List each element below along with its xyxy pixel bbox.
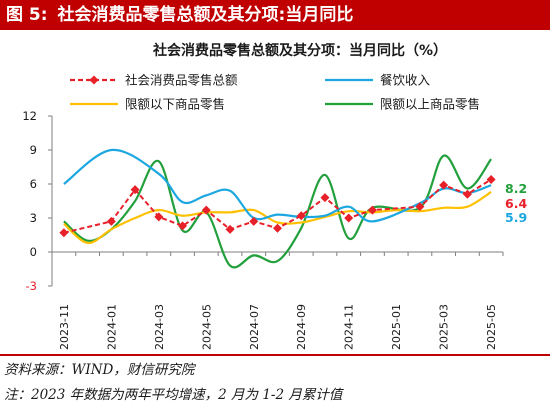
y-tick-label: 12 bbox=[22, 109, 37, 123]
end-value-label: 5.9 bbox=[505, 210, 527, 225]
data-point bbox=[344, 213, 354, 223]
data-point bbox=[59, 228, 69, 238]
data-point bbox=[249, 216, 259, 226]
data-point bbox=[178, 221, 188, 231]
y-tick-label: -3 bbox=[26, 279, 37, 293]
legend-marker bbox=[89, 75, 99, 85]
figure-title-bar: 图 5: 社会消费品零售总额及其分项:当月同比 bbox=[0, 0, 550, 30]
x-tick-label: 2024-01 bbox=[105, 304, 118, 350]
x-tick-label: 2024-09 bbox=[295, 304, 308, 350]
x-tick-label: 2024-05 bbox=[200, 304, 213, 350]
chart-panel: 社会消费品零售总额及其分项：当月同比（%） 社会消费品零售总额 餐饮收入限额以下商… bbox=[0, 30, 550, 356]
legend-label: 社会消费品零售总额 bbox=[125, 73, 238, 88]
y-tick-label: 9 bbox=[30, 143, 37, 157]
data-point bbox=[320, 193, 330, 203]
data-point bbox=[439, 180, 449, 190]
data-point bbox=[273, 223, 282, 233]
data-point bbox=[367, 205, 377, 215]
figure-label: 图 5: bbox=[6, 5, 48, 25]
end-value-label: 8.2 bbox=[505, 181, 527, 196]
series-line bbox=[63, 148, 492, 223]
figure-title: 社会消费品零售总额及其分项:当月同比 bbox=[57, 5, 354, 25]
data-point bbox=[201, 205, 211, 215]
data-point bbox=[462, 189, 472, 199]
x-tick-label: 2024-07 bbox=[248, 304, 261, 350]
data-point bbox=[296, 211, 306, 221]
footnote: 注：2023 年数据为两年平均增速，2 月为 1-2 月累计值 bbox=[4, 387, 343, 403]
legend-item-4: 限额以上商品零售 bbox=[325, 97, 480, 112]
line-chart: 社会消费品零售总额及其分项：当月同比（%） 社会消费品零售总额 餐饮收入限额以下商… bbox=[22, 42, 527, 350]
y-axis: -3 0 3 6 9 12 bbox=[22, 109, 53, 293]
data-point bbox=[225, 224, 235, 234]
legend-label: 限额以下商品零售 bbox=[125, 97, 225, 112]
data-point bbox=[130, 185, 140, 195]
legend-item-1: 社会消费品零售总额 bbox=[70, 73, 238, 88]
x-tick-label: 2024-11 bbox=[343, 304, 356, 350]
series-1 bbox=[59, 174, 496, 238]
data-point bbox=[415, 202, 425, 212]
source-note: 资料来源：WIND，财信研究院 bbox=[4, 362, 195, 378]
chart-title: 社会消费品零售总额及其分项：当月同比（%） bbox=[152, 42, 447, 59]
data-point bbox=[486, 174, 496, 184]
x-tick-label: 2025-01 bbox=[390, 304, 403, 350]
series-line bbox=[63, 190, 492, 245]
x-tick-label: 2024-03 bbox=[153, 304, 166, 350]
data-point bbox=[106, 216, 116, 226]
legend-label: 限额以上商品零售 bbox=[380, 97, 480, 112]
end-value-label: 6.4 bbox=[505, 196, 527, 211]
legend-item-3: 限额以下商品零售 bbox=[70, 97, 225, 112]
x-tick-label: 2025-05 bbox=[485, 304, 498, 350]
y-tick-label: 6 bbox=[30, 177, 37, 191]
plot-area: 8.26.45.9 bbox=[59, 148, 527, 269]
legend-item-2: 餐饮收入 bbox=[325, 73, 431, 88]
y-tick-label: 3 bbox=[30, 211, 37, 225]
legend-label: 餐饮收入 bbox=[380, 73, 431, 88]
data-point bbox=[154, 212, 164, 222]
series-3 bbox=[63, 190, 492, 245]
x-axis: 2023-11 2024-01 2024-03 2024-05 2024-07 2024-… bbox=[51, 251, 504, 350]
y-tick-label: 0 bbox=[30, 245, 37, 259]
series-2 bbox=[63, 148, 492, 223]
x-tick-label: 2025-03 bbox=[438, 304, 451, 350]
x-tick-label: 2023-11 bbox=[58, 304, 71, 350]
